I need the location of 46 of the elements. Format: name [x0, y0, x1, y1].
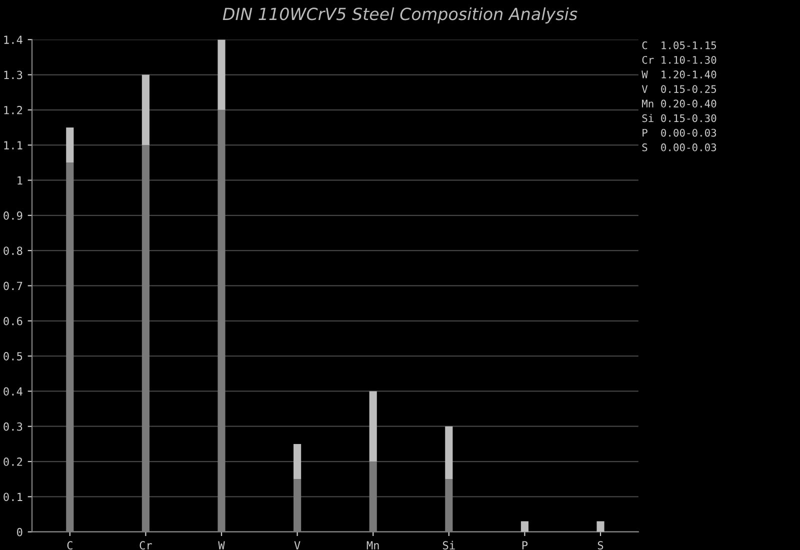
y-tick-label: 1.3: [4, 70, 22, 80]
x-tick-label: S: [598, 541, 604, 550]
bar: [294, 444, 302, 480]
y-tick-label: 0: [17, 528, 22, 536]
bar: [218, 40, 226, 110]
x-tick-label: Si: [442, 540, 455, 550]
y-tick-label: 0.8: [4, 246, 22, 255]
chart-title: DIN 110WCrV5 Steel Composition Analysis: [222, 7, 578, 24]
bar: [66, 128, 74, 163]
x-tick-label: P: [522, 541, 528, 550]
bar: [66, 162, 74, 532]
text: Cr 1.10-1.30: [642, 56, 716, 64]
y-tick-label: 0.5: [4, 352, 22, 360]
y-tick-label: 1.1: [4, 141, 22, 150]
bar: [294, 479, 302, 532]
y-tick-label: 0.4: [4, 387, 22, 396]
x-tick-label: W: [218, 541, 225, 550]
y-tick-label: 0.9: [4, 211, 22, 220]
text: Si 0.15-0.30: [642, 114, 716, 122]
text: V 0.15-0.25: [642, 85, 716, 93]
y-tick-label: 0.6: [4, 316, 22, 326]
y-tick-label: 0.7: [4, 282, 22, 290]
text: C 1.05-1.15: [642, 41, 716, 50]
text: P 0.00-0.03: [642, 128, 716, 137]
bar: [142, 74, 150, 146]
y-tick-label: 0.2: [4, 458, 22, 466]
bar: [596, 521, 604, 532]
text: W 1.20-1.40: [642, 70, 716, 78]
bar: [369, 462, 377, 532]
text: Mn 0.20-0.40: [642, 100, 716, 108]
x-tick-label: V: [294, 541, 300, 550]
bar: [445, 426, 453, 480]
bar: [520, 521, 528, 532]
y-tick-label: 1: [18, 176, 22, 184]
text: S 0.00-0.03: [642, 143, 716, 152]
x-tick-label: Mn: [366, 541, 379, 550]
y-tick-label: 1.2: [4, 106, 22, 114]
y-tick-label: 0.3: [4, 422, 22, 431]
bar: [445, 479, 453, 532]
bar: [142, 145, 150, 532]
y-tick-label: 1.4: [4, 36, 22, 44]
y-tick-label: 0.1: [4, 492, 22, 502]
x-tick-label: C: [67, 541, 72, 550]
bar: [218, 110, 226, 532]
bar: [369, 391, 377, 462]
x-tick-label: Cr: [140, 541, 152, 550]
